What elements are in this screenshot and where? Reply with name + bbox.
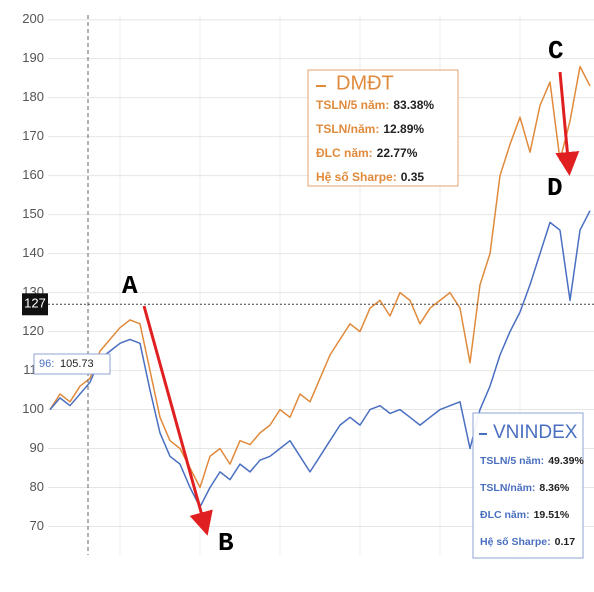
stat-label: ĐLC năm: [316,146,373,160]
y-tick-label: 150 [22,206,44,221]
annotation: B [218,528,234,558]
legend-stats: TSLN/5 năm: 49.39% TSLN/năm: 8.36% ĐLC năm: 1… [480,455,584,548]
crosshair-label-box [22,293,48,316]
stat-value: 49.39% [548,455,584,467]
legend-stat: ĐLC năm: 22.77% [316,146,418,160]
stat-label: TSLN/5 năm: [316,98,389,112]
stat-value: 12.89% [383,122,424,136]
tooltip-value: 105.73 [60,358,94,370]
crosshair-label: 127 [24,296,46,311]
stat-label: TSLN/năm: [316,122,379,136]
annotation: C [548,36,564,66]
y-tick-label: 90 [30,440,44,455]
arrow [142,305,213,536]
y-tick-label: 70 [30,518,44,533]
legend-stat: TSLN/5 năm: 49.39% [480,455,584,467]
legend-box [472,412,584,559]
tooltip-box [33,353,111,375]
legend-stat: Hệ số Sharpe: 0.35 [316,170,424,184]
series-line [49,210,591,508]
stat-value: 19.51% [534,509,570,521]
stat-label: TSLN/5 năm: [480,455,544,467]
stat-label: TSLN/năm: [480,482,535,494]
legend-title: DMĐT [336,72,394,94]
legend-stat: TSLN/năm: 12.89% [316,122,424,136]
legend-stat: TSLN/năm: 8.36% [480,482,570,494]
annotation: A [122,271,138,301]
legend-stat: ĐLC năm: 19.51% [480,509,570,521]
legend-stat: TSLN/5 năm: 83.38% [316,98,434,112]
legend-stats: TSLN/5 năm: 83.38% TSLN/năm: 12.89% ĐLC năm:… [316,98,434,184]
tooltip-label: 96: [39,358,54,370]
series-line [49,65,591,489]
stat-label: Hệ số Sharpe: [480,536,551,548]
lines [49,65,591,508]
y-tick-label: 190 [22,50,44,65]
y-tick-label: 180 [22,89,44,104]
y-tick-label: 120 [22,323,44,338]
y-tick-label: 200 [22,11,44,26]
annotation: D [547,173,563,203]
legend-title: VNINDEX [493,422,578,443]
stat-value: 0.17 [555,536,576,548]
y-tick-label: 80 [30,479,44,494]
stat-label: ĐLC năm: [480,509,530,521]
stat-value: 0.35 [401,170,425,184]
legend-stat: Hệ số Sharpe: 0.17 [480,536,575,548]
arrow [555,71,580,176]
y-tick-label: 100 [22,401,44,416]
stat-value: 22.77% [377,146,418,160]
stat-value: 83.38% [393,98,434,112]
legend-box [307,69,459,187]
stat-value: 8.36% [539,482,569,494]
y-tick-label: 140 [22,245,44,260]
y-tick-label: 160 [22,167,44,182]
stat-label: Hệ số Sharpe: [316,170,397,184]
y-tick-label: 170 [22,128,44,143]
